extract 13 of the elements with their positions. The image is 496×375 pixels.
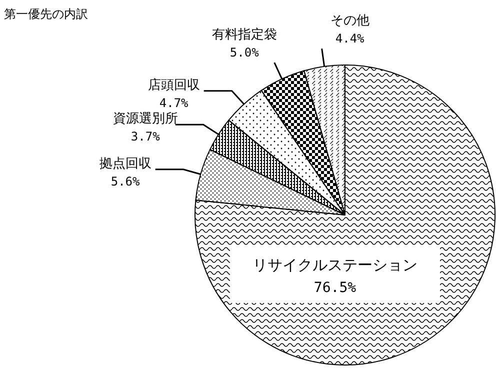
data-label: 4.4%	[335, 32, 366, 46]
slice-label: 有料指定袋	[212, 28, 277, 43]
data-label: 3.7%	[130, 130, 161, 144]
slice-label: その他	[330, 14, 370, 29]
slice-label: リサイクルステーション	[252, 256, 418, 274]
slice-label: 資源選別所	[112, 112, 178, 127]
data-label: 76.5%	[314, 280, 357, 296]
data-label: 5.0%	[230, 46, 260, 60]
slice-label: 拠点回収	[99, 156, 152, 172]
data-label: 5.6%	[110, 174, 141, 188]
slice-label: 店頭回収	[148, 76, 200, 93]
data-label: 4.7%	[159, 96, 190, 110]
title: 第一優先の内訳	[4, 7, 88, 21]
